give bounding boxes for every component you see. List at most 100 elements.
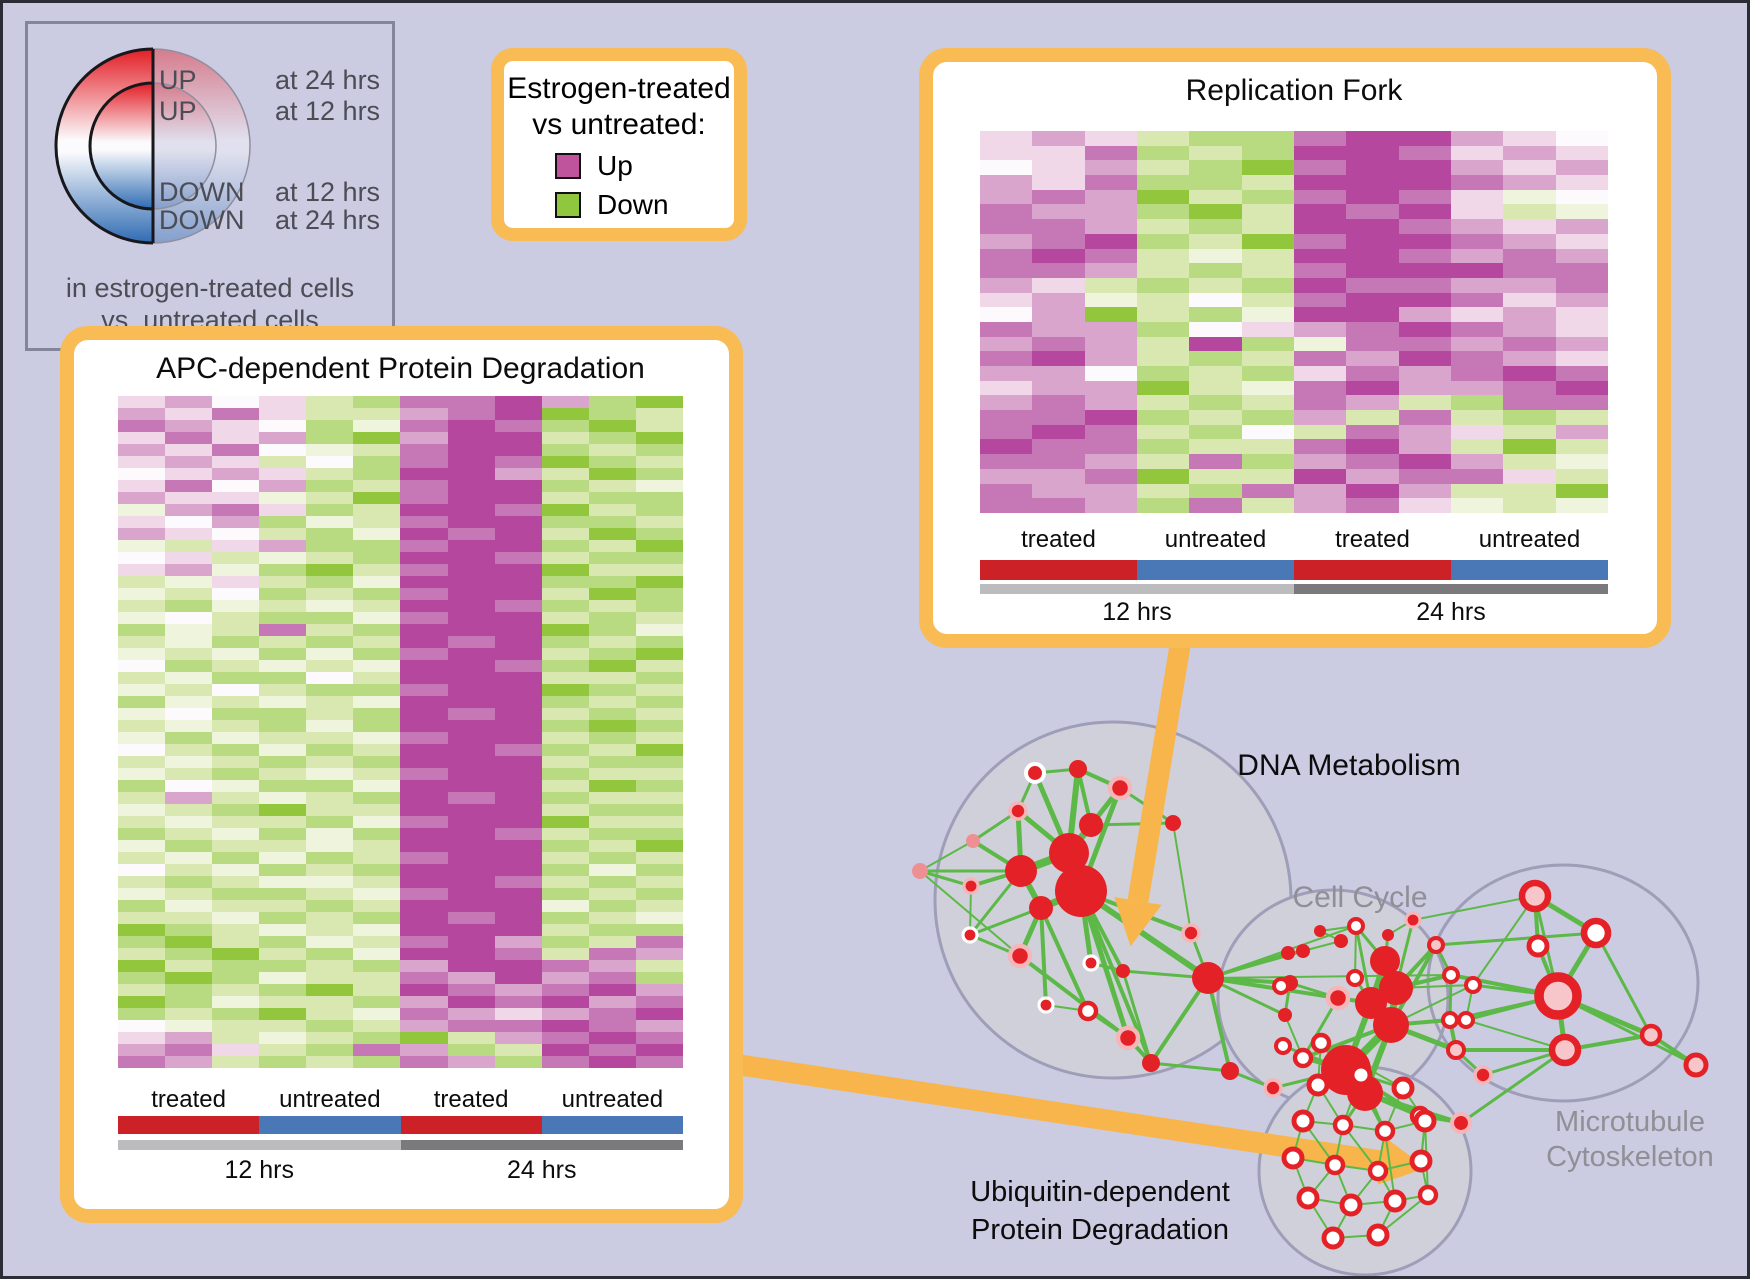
heatmap-cell [635, 660, 683, 672]
heatmap-cell [1136, 292, 1190, 308]
heatmap-cell [1032, 424, 1085, 440]
heatmap-cell [541, 660, 589, 672]
heatmap-cell [588, 552, 636, 564]
network-node-hp [1263, 1078, 1283, 1098]
heatmap-cell [494, 876, 542, 888]
heatmap-cell [494, 996, 542, 1008]
heatmap-cell [165, 1008, 213, 1020]
heatmap-cell [1084, 219, 1137, 234]
heatmap-cell [635, 960, 683, 972]
heatmap-cell [1084, 233, 1137, 249]
heatmap-cell [541, 852, 589, 864]
heatmap-cell [447, 732, 495, 744]
heatmap-cell [1136, 189, 1190, 205]
heatmap-cell [165, 396, 213, 408]
heatmap-cell [1293, 424, 1347, 440]
heatmap-cell [541, 888, 589, 900]
heatmap-cell [1346, 131, 1399, 146]
heatmap-cell [259, 804, 307, 816]
heatmap-cell [1136, 336, 1190, 352]
heatmap-cell [494, 720, 542, 732]
heatmap-cell [1136, 145, 1190, 161]
heatmap-cell [635, 504, 683, 516]
network-node-w [1366, 1223, 1390, 1247]
heatmap-cell [1084, 366, 1137, 381]
heatmap-cell [980, 307, 1033, 322]
heatmap-cell [588, 744, 636, 756]
network-edge [1149, 976, 1210, 1065]
heatmap-cell [447, 936, 495, 948]
heatmap-row [980, 233, 1608, 249]
heatmap-cell [259, 528, 307, 540]
heatmap-cell [494, 948, 542, 960]
heatmap-row [980, 145, 1608, 161]
heatmap-cell [494, 984, 542, 996]
heatmap-cell [259, 444, 307, 456]
heatmap-cell [1503, 145, 1556, 161]
heatmap-cell [1450, 468, 1504, 484]
heatmap-cell [1032, 351, 1085, 366]
heatmap-cell [259, 636, 307, 648]
heatmap-cell [165, 840, 213, 852]
heatmap-cell [1136, 468, 1190, 484]
heatmap-cell [494, 1032, 542, 1044]
heatmap-cell [400, 528, 448, 540]
heatmap-cell [1398, 454, 1451, 469]
heatmap-cell [165, 972, 213, 984]
heatmap-cell [259, 924, 307, 936]
heatmap-cell [400, 588, 448, 600]
strip-segment [980, 584, 1294, 594]
heatmap-cell [306, 600, 354, 612]
heatmap-cell [1293, 307, 1347, 322]
heatmap-cell [1346, 233, 1399, 249]
heatmap-cell [494, 792, 542, 804]
heatmap-cell [1398, 175, 1451, 190]
heatmap-cell [306, 756, 354, 768]
heatmap-cell [1503, 233, 1556, 249]
heatmap-cell [1189, 483, 1242, 499]
network-node-s [1055, 865, 1107, 917]
heatmap-cell [306, 792, 354, 804]
heatmap-cell [165, 588, 213, 600]
heatmap-cell [259, 396, 307, 408]
heatmap-cell [165, 1056, 213, 1068]
heatmap-cell [259, 780, 307, 792]
heatmap-cell [1189, 189, 1242, 205]
heatmap-cell [1293, 483, 1347, 499]
heatmap-cell [118, 600, 166, 612]
heatmap-row [118, 792, 683, 804]
connector-arrow-ubiquitin-head [1377, 1137, 1427, 1185]
heatmap-cell [1189, 410, 1242, 425]
heatmap-cell [1293, 219, 1347, 234]
heatmap-cell [1503, 307, 1556, 322]
heatmap-cell [447, 960, 495, 972]
heatmap-cell [212, 1020, 260, 1032]
heatmap-row [118, 480, 683, 492]
heatmap-cell [165, 468, 213, 480]
heatmap-cell [1293, 189, 1347, 205]
heatmap-cell [400, 408, 448, 420]
heatmap-cell [165, 648, 213, 660]
heatmap-cell [494, 468, 542, 480]
network-node-s [1192, 962, 1224, 994]
heatmap-row [118, 768, 683, 780]
heatmap-cell [1293, 131, 1347, 146]
heatmap-row [118, 804, 683, 816]
heatmap-cell [541, 696, 589, 708]
heatmap-row [980, 204, 1608, 220]
heatmap-cell [541, 996, 589, 1008]
heatmap-cell [353, 576, 401, 588]
heatmap-cell [212, 972, 260, 984]
heatmap-cell [118, 612, 166, 624]
heatmap-cell [447, 828, 495, 840]
heatmap-cell [353, 588, 401, 600]
heatmap-cell [165, 612, 213, 624]
heatmap-cell [259, 1032, 307, 1044]
heatmap-cell [1398, 395, 1451, 411]
heatmap-cell [1346, 263, 1399, 278]
heatmap-cell [306, 456, 354, 468]
heatmap-cell [588, 480, 636, 492]
heatmap-cell [400, 468, 448, 480]
network-node-k [1683, 1052, 1709, 1078]
network-node-w [1374, 1120, 1396, 1142]
